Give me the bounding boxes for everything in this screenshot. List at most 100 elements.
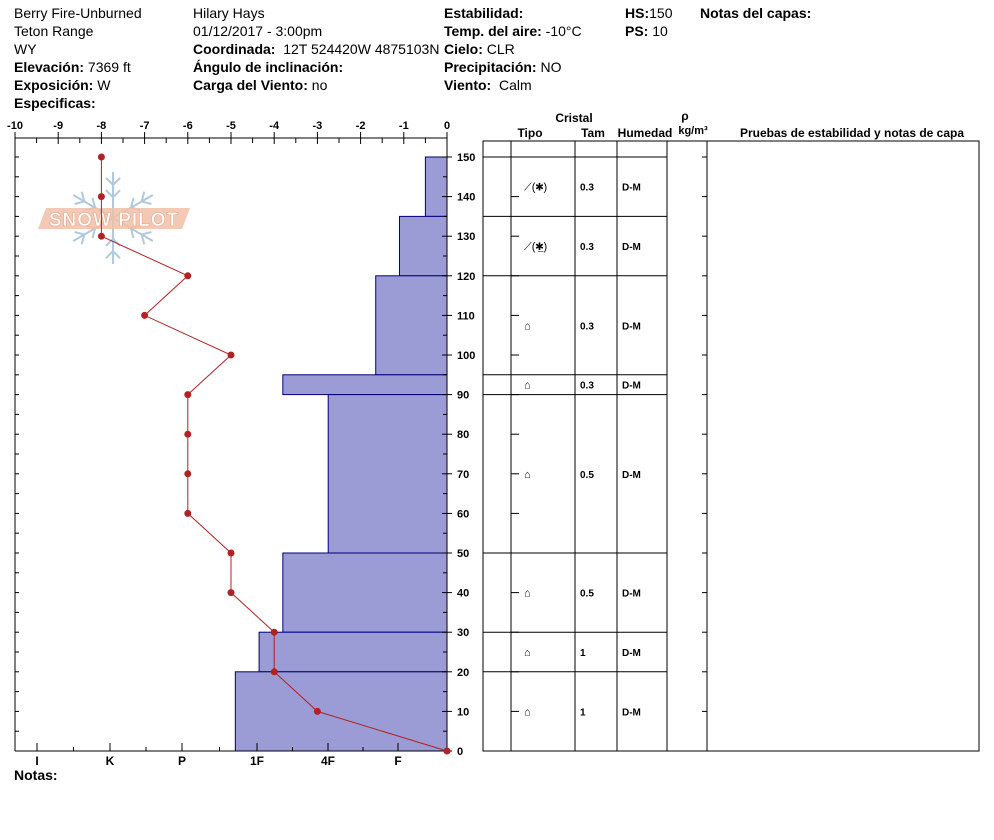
layer-crystal-type: ⌂ bbox=[524, 588, 531, 600]
moisture-header: Humedad bbox=[618, 126, 673, 140]
hardness-bar bbox=[398, 215, 448, 277]
snowflake-branch bbox=[105, 189, 114, 199]
layer-moisture: D-M bbox=[622, 589, 641, 600]
layer-crystal-size: 1 bbox=[580, 648, 586, 659]
snowflake-branch bbox=[105, 250, 114, 259]
layer-crystal-type: ⌂ bbox=[524, 647, 531, 659]
air-temp-row: Temp. del aire: -10°C bbox=[444, 22, 582, 40]
layer-notes-row: Notas del capas: bbox=[700, 4, 811, 22]
size-header: Tam bbox=[581, 126, 605, 140]
height-tick-label: 30 bbox=[457, 627, 469, 639]
layer-crystal-type: ⌂ bbox=[524, 380, 531, 392]
temperature-point bbox=[97, 153, 105, 161]
layer-crystal-size: 0.5 bbox=[580, 470, 594, 481]
layer-notes-label: Notas del capas: bbox=[700, 5, 812, 21]
hardness-bar bbox=[375, 275, 448, 376]
tests-header: Pruebas de estabilidad y notas de capa bbox=[740, 126, 964, 140]
layer-moisture: D-M bbox=[622, 183, 641, 194]
temperature-point bbox=[97, 193, 105, 201]
specifics-label: Especificas: bbox=[14, 95, 96, 111]
temperature-point bbox=[184, 470, 192, 478]
hardness-bar bbox=[424, 156, 448, 217]
ps-value: 10 bbox=[652, 23, 668, 39]
air-temp-label: Temp. del aire: bbox=[444, 23, 542, 39]
snowflake-branch bbox=[112, 177, 121, 186]
precip-row: Precipitación: NO bbox=[444, 58, 561, 76]
temperature-point bbox=[184, 272, 192, 280]
density-unit: kg/m³ bbox=[678, 125, 708, 137]
stability-label: Estabilidad: bbox=[444, 5, 524, 21]
range-name: Teton Range bbox=[14, 23, 94, 39]
temperature-point bbox=[227, 549, 235, 557]
ps-label: PS: bbox=[625, 23, 649, 39]
elevation-label: Elevación: bbox=[14, 59, 85, 75]
wind-load-label: Carga del Viento: bbox=[193, 77, 308, 93]
layer-crystal-type: ⌂ bbox=[524, 320, 531, 332]
temperature-line bbox=[100, 157, 448, 752]
hs-value: 150 bbox=[649, 5, 673, 21]
coordinate-value: 12T 524420W 4875103N bbox=[283, 41, 440, 57]
temperature-point bbox=[97, 232, 105, 240]
layer-crystal-size: 0.3 bbox=[580, 381, 594, 392]
hardness-tick-label: K bbox=[106, 754, 115, 768]
temperature-point bbox=[184, 509, 192, 517]
snowflake-branch bbox=[80, 234, 86, 245]
temp-tick-label: 0 bbox=[444, 120, 450, 132]
layer-moisture: D-M bbox=[622, 470, 641, 481]
snowflake-branch bbox=[74, 231, 85, 236]
snowpilot-logo: SNOW PILOT bbox=[38, 172, 190, 264]
precip-label: Precipitación: bbox=[444, 59, 537, 75]
layer-crystal-size: 0.3 bbox=[580, 242, 594, 253]
temperature-point bbox=[443, 747, 451, 755]
hardness-bar bbox=[258, 631, 448, 673]
height-tick-label: 100 bbox=[457, 350, 475, 362]
temperature-point bbox=[184, 430, 192, 438]
height-tick-label: 140 bbox=[457, 192, 475, 204]
height-tick-label: 0 bbox=[457, 746, 463, 758]
wind-load-value: no bbox=[311, 77, 328, 93]
sky-value: CLR bbox=[486, 41, 515, 57]
logo-text: SNOW PILOT bbox=[49, 210, 179, 231]
layer-moisture: D-M bbox=[622, 707, 641, 718]
type-header: Tipo bbox=[517, 126, 542, 140]
snowflake-branch bbox=[129, 197, 135, 208]
layer-crystal-size: 1 bbox=[580, 707, 586, 718]
notes-row: Notas: bbox=[14, 766, 58, 784]
temperature-point bbox=[313, 707, 321, 715]
layer-moisture: D-M bbox=[622, 321, 641, 332]
slope-row: Ángulo de inclinación: bbox=[193, 58, 343, 76]
snowflake-branch bbox=[105, 237, 114, 247]
temp-tick-label: -9 bbox=[53, 120, 63, 132]
temperature-point bbox=[184, 391, 192, 399]
temp-tick-label: -10 bbox=[7, 120, 23, 132]
temp-tick-label: -2 bbox=[356, 120, 366, 132]
height-tick-label: 110 bbox=[457, 310, 475, 322]
temp-tick-label: -6 bbox=[183, 120, 193, 132]
aspect-row: Exposición: W bbox=[14, 76, 110, 94]
temperature-point bbox=[141, 311, 149, 319]
wind-row: Viento: Calm bbox=[444, 76, 532, 94]
observer-name: Hilary Hays bbox=[193, 5, 265, 21]
temperature-point bbox=[227, 351, 235, 359]
logo-banner bbox=[38, 208, 190, 229]
notes-label: Notas: bbox=[14, 767, 58, 783]
site-name: Berry Fire-Unburned bbox=[14, 5, 142, 21]
layer-crystal-size: 0.3 bbox=[580, 321, 594, 332]
snowflake-branch bbox=[91, 228, 97, 239]
hardness-tick-label: P bbox=[178, 754, 186, 768]
hardness-bar bbox=[282, 552, 448, 633]
snowflake-branch bbox=[140, 191, 146, 202]
hardness-bar bbox=[282, 374, 448, 396]
height-tick-label: 20 bbox=[457, 667, 469, 679]
height-tick-label: 60 bbox=[457, 508, 469, 520]
observation-datetime: 01/12/2017 - 3:00pm bbox=[193, 23, 323, 39]
density-header: ρ bbox=[681, 109, 688, 123]
air-temp-value: -10°C bbox=[545, 23, 582, 39]
hs-row: HS:150 bbox=[625, 4, 672, 22]
hardness-tick-label: 1F bbox=[250, 754, 264, 768]
snowflake-branch bbox=[141, 231, 152, 236]
height-tick-label: 40 bbox=[457, 588, 469, 600]
crystal-header: Cristal bbox=[555, 111, 592, 125]
elevation-row: Elevación: 7369 ft bbox=[14, 58, 131, 76]
height-tick-label: 70 bbox=[457, 469, 469, 481]
